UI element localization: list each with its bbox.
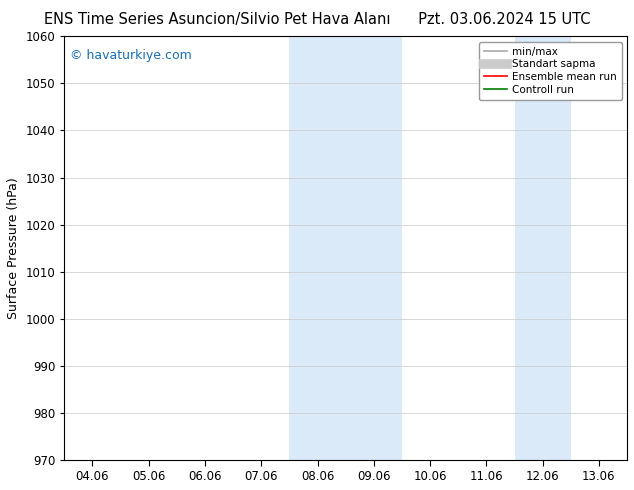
Bar bbox=[289, 36, 402, 460]
Text: ENS Time Series Asuncion/Silvio Pet Hava Alanı      Pzt. 03.06.2024 15 UTC: ENS Time Series Asuncion/Silvio Pet Hava… bbox=[44, 12, 590, 27]
Text: © havaturkiye.com: © havaturkiye.com bbox=[70, 49, 191, 62]
Legend: min/max, Standart sapma, Ensemble mean run, Controll run: min/max, Standart sapma, Ensemble mean r… bbox=[479, 42, 622, 100]
Y-axis label: Surface Pressure (hPa): Surface Pressure (hPa) bbox=[7, 177, 20, 319]
Bar bbox=[515, 36, 571, 460]
